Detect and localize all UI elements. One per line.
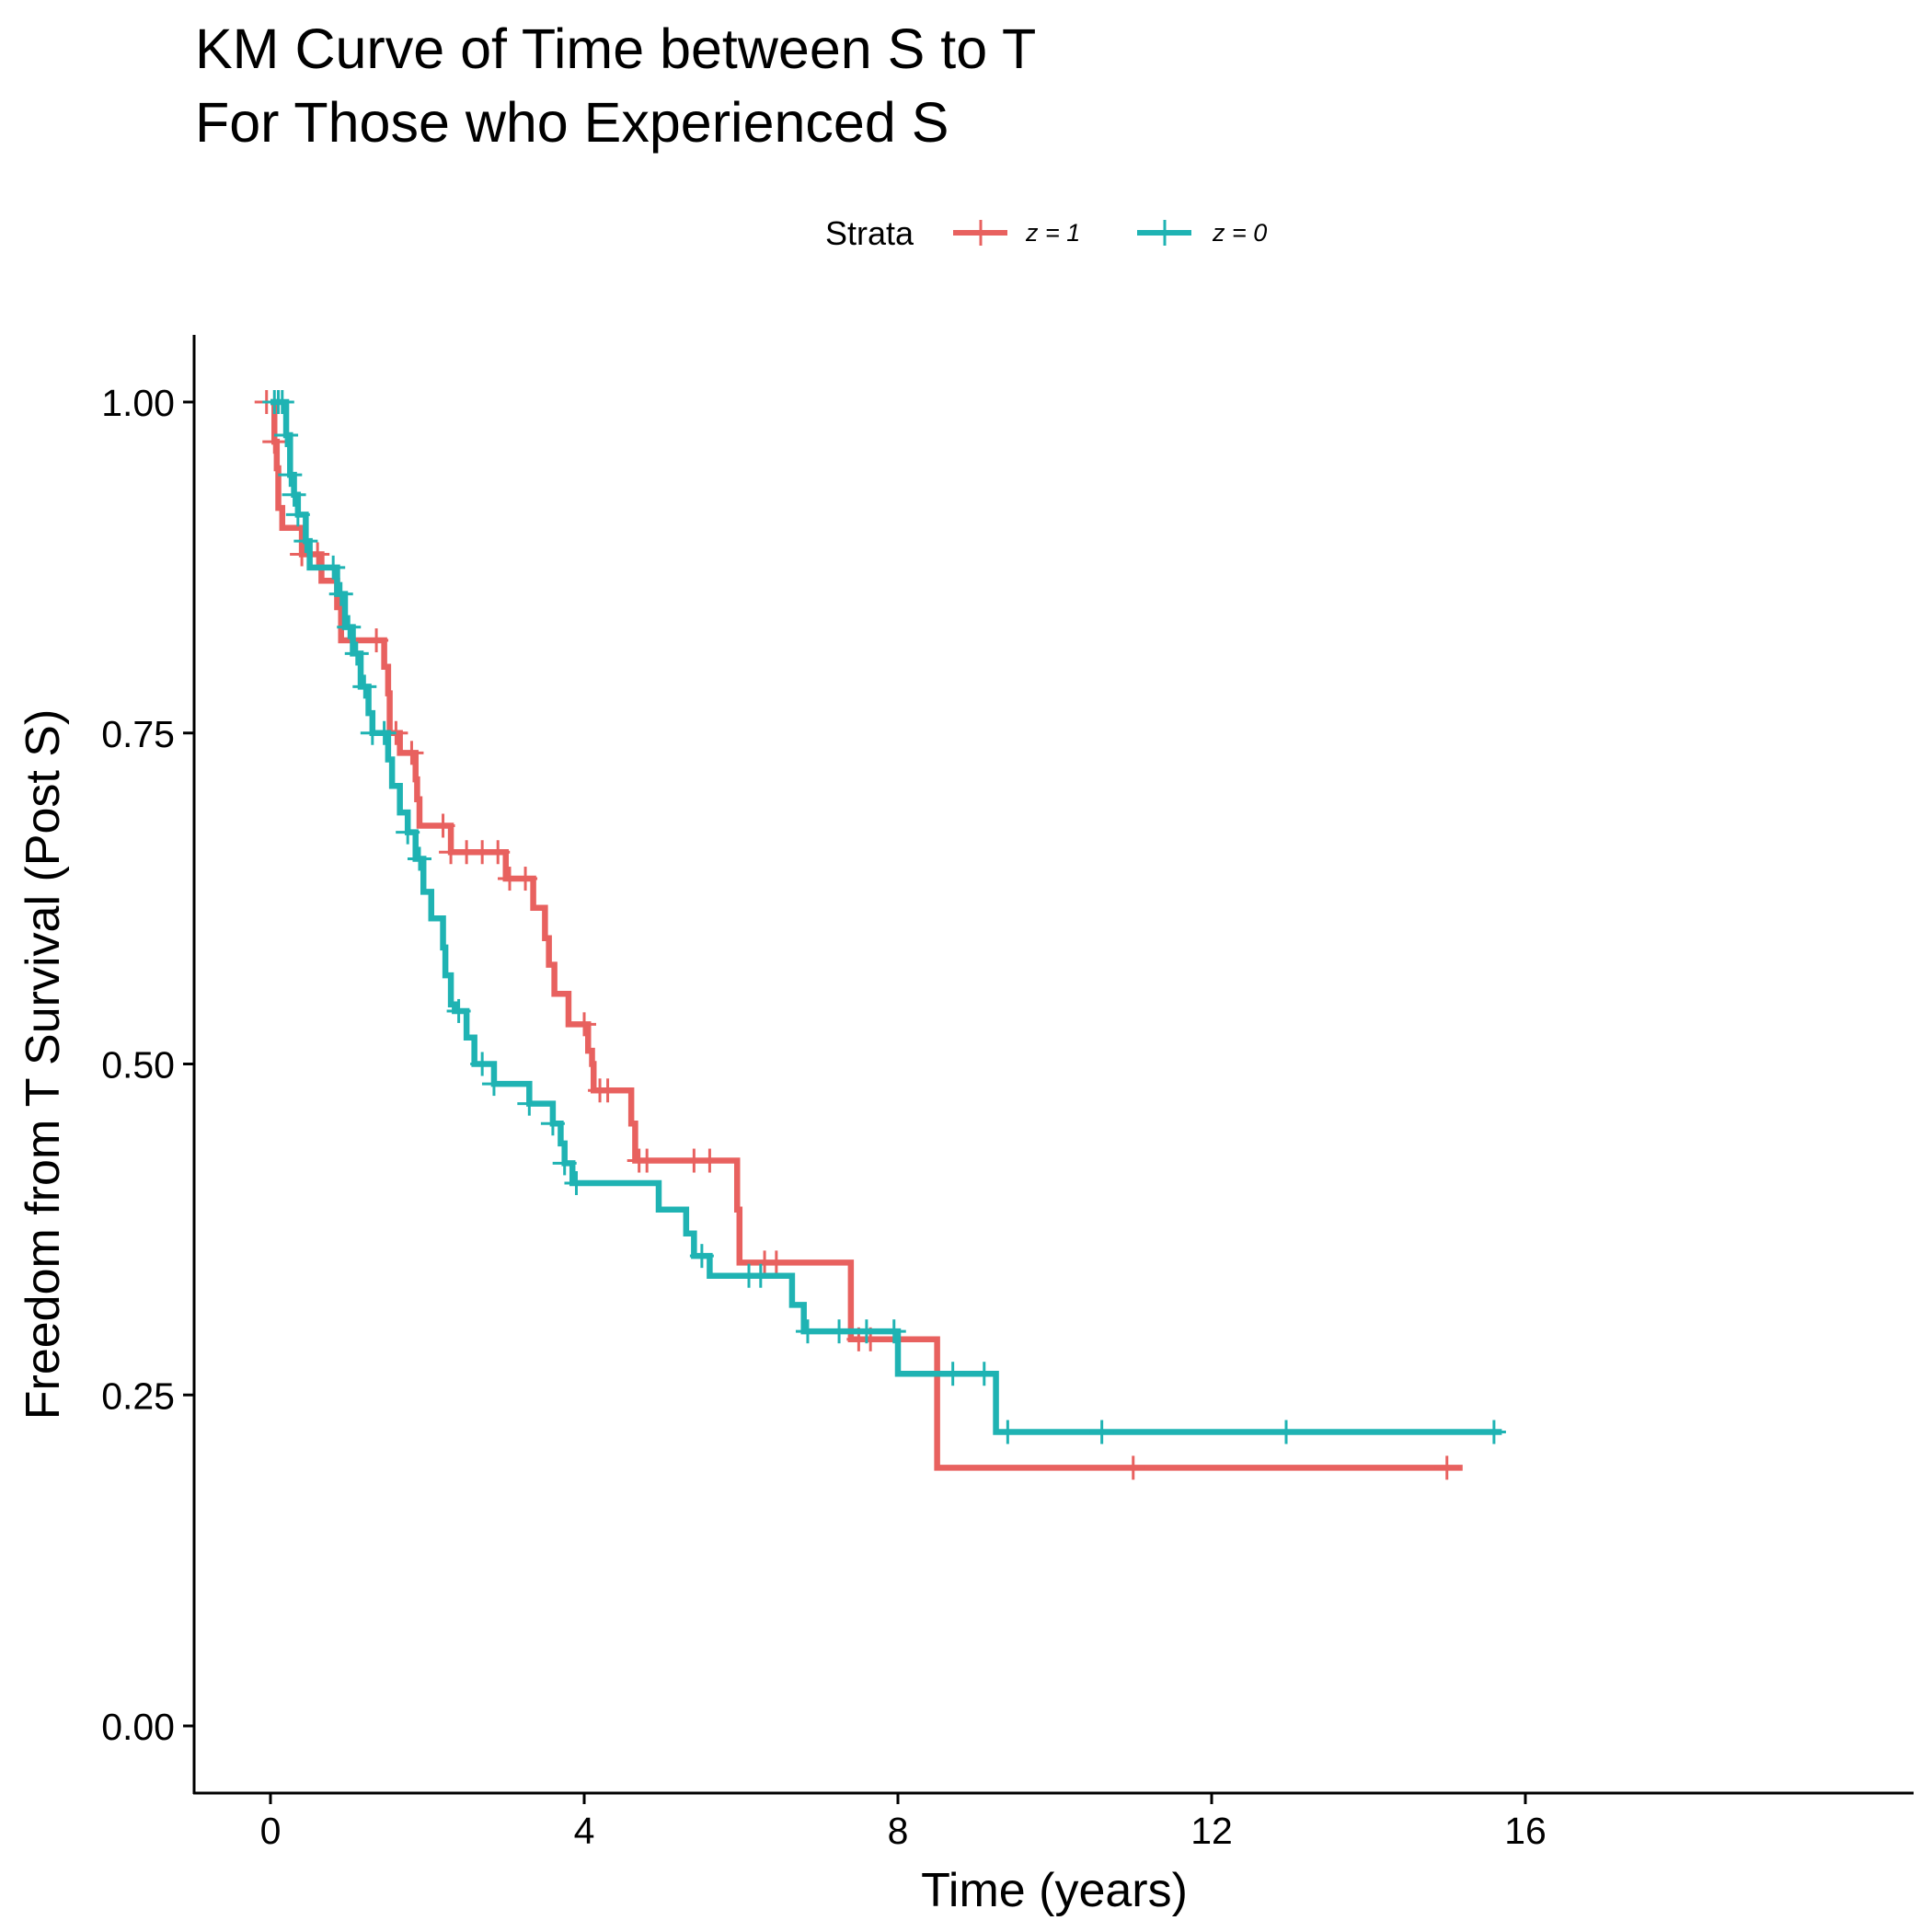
x-tick-label: 8 [888,1810,909,1852]
legend-label-z0: z = 0 [1212,219,1267,247]
legend-label-z1: z = 1 [1025,219,1080,247]
legend: Strata z = 1 z = 0 [825,214,1267,252]
x-ticks: 0 4 8 12 16 [260,1793,1547,1852]
x-tick-label: 16 [1504,1810,1547,1852]
survival-curve-z0 [270,398,1502,1435]
y-tick-label: 0.00 [101,1706,175,1748]
y-tick-label: 0.50 [101,1044,175,1087]
series-z1 [254,390,1463,1480]
survival-curve-z1 [270,398,1463,1471]
x-tick-label: 12 [1190,1810,1233,1852]
chart-title: KM Curve of Time between S to T [195,17,1037,80]
series-layer [254,390,1506,1480]
y-tick-label: 0.25 [101,1374,175,1417]
chart-subtitle: For Those who Experienced S [195,91,949,154]
x-tick-label: 0 [260,1810,282,1852]
y-tick-label: 1.00 [101,382,175,424]
series-z0 [262,390,1506,1444]
legend-title: Strata [825,214,914,252]
x-tick-label: 4 [574,1810,595,1852]
y-tick-label: 0.75 [101,713,175,755]
y-axis-label: Freedom from T Survival (Post S) [17,709,70,1420]
y-ticks: 0.00 0.25 0.50 0.75 1.00 [101,382,194,1748]
x-axis-label: Time (years) [921,1864,1188,1917]
